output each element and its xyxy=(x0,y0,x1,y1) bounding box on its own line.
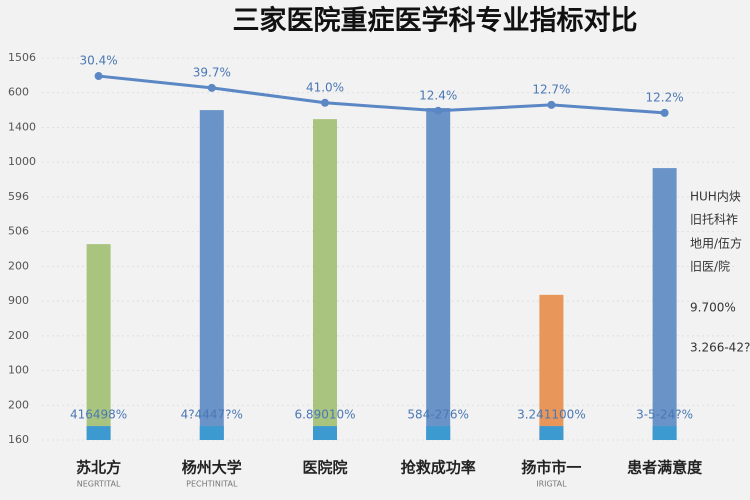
bar xyxy=(313,426,337,440)
side-note: HUH内炔 xyxy=(690,190,741,204)
bar xyxy=(426,426,451,440)
bar-label: 416498% xyxy=(70,408,127,422)
point-label: 41.0% xyxy=(306,80,344,94)
line-point xyxy=(207,83,216,92)
bar-label: 584-276% xyxy=(407,408,469,422)
bar xyxy=(539,294,564,440)
bar-label: 3.241100% xyxy=(517,408,586,422)
line-point xyxy=(547,100,556,109)
x-tick-label: 医院院 xyxy=(302,459,347,477)
bar-label: 3-5-24?% xyxy=(636,408,693,422)
y-tick-label: 1400 xyxy=(8,120,36,133)
y-tick-label: 160 xyxy=(8,433,29,446)
line-point xyxy=(434,106,443,115)
y-tick-label: 200 xyxy=(8,259,29,272)
y-tick-label: 1000 xyxy=(8,155,36,168)
side-note: 旧医/院 xyxy=(690,260,730,274)
bar xyxy=(86,426,111,440)
point-label: 12.2% xyxy=(646,90,684,104)
x-tick-sublabel: IRIGTAL xyxy=(536,480,567,489)
bar xyxy=(652,426,677,440)
y-tick-label: 900 xyxy=(8,294,29,307)
bar-label: 6.89010% xyxy=(294,408,355,422)
bar xyxy=(199,426,224,440)
y-tick-label: 200 xyxy=(8,398,29,411)
line xyxy=(98,74,665,115)
x-tick-label: 抢救成功率 xyxy=(401,459,476,477)
side-note: 地用/伍方 xyxy=(690,236,742,251)
point-label: 39.7% xyxy=(193,65,231,79)
line-point xyxy=(660,108,669,117)
y-tick-label: 200 xyxy=(8,329,29,342)
x-tick-sublabel: NEGRTITAL xyxy=(77,480,121,489)
x-tick-label: 杨州大学 xyxy=(182,459,242,477)
bar xyxy=(313,119,337,441)
bar xyxy=(199,110,224,440)
y-tick-label: 506 xyxy=(8,225,29,238)
y-tick-label: 596 xyxy=(8,190,29,203)
bar xyxy=(539,426,564,440)
bar xyxy=(426,108,451,441)
y-tick-label: 1506 xyxy=(8,51,36,64)
bar xyxy=(86,244,111,440)
side-note: 3.266-42? xyxy=(690,341,750,355)
x-tick-label: 扬市市一 xyxy=(521,459,581,477)
y-tick-label: 600 xyxy=(8,86,29,99)
side-note: 旧托科祚 xyxy=(690,212,738,227)
point-label: 12.4% xyxy=(419,88,457,102)
chart-title: 三家医院重症医学科专业指标对比 xyxy=(233,5,638,37)
point-label: 30.4% xyxy=(80,54,118,68)
x-tick-label: 苏北方 xyxy=(76,459,121,477)
line-point xyxy=(94,72,103,81)
side-note: 9.700% xyxy=(690,301,736,315)
x-tick-sublabel: PECHTINITAL xyxy=(186,480,238,489)
bar xyxy=(652,168,677,440)
bar-label: 4?4447?% xyxy=(181,408,243,422)
x-tick-label: 患者满意度 xyxy=(627,459,703,477)
y-tick-label: 100 xyxy=(8,364,29,377)
line-point xyxy=(321,98,329,107)
point-label: 12.7% xyxy=(532,82,570,96)
